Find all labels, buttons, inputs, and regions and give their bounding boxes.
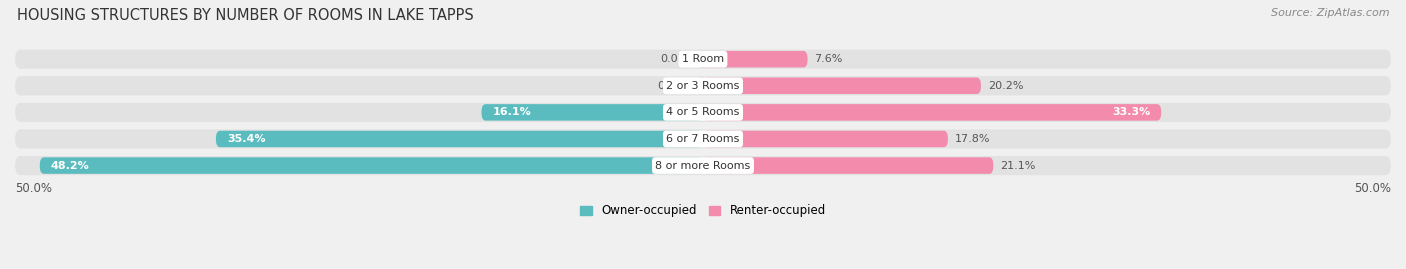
- Legend: Owner-occupied, Renter-occupied: Owner-occupied, Renter-occupied: [575, 200, 831, 222]
- Text: 8 or more Rooms: 8 or more Rooms: [655, 161, 751, 171]
- FancyBboxPatch shape: [703, 77, 981, 94]
- FancyBboxPatch shape: [703, 51, 807, 68]
- FancyBboxPatch shape: [15, 129, 1391, 148]
- FancyBboxPatch shape: [39, 157, 703, 174]
- Text: 20.2%: 20.2%: [988, 81, 1024, 91]
- Text: 0.25%: 0.25%: [657, 81, 693, 91]
- Text: 48.2%: 48.2%: [51, 161, 90, 171]
- FancyBboxPatch shape: [703, 131, 948, 147]
- Text: 21.1%: 21.1%: [1000, 161, 1036, 171]
- Text: 17.8%: 17.8%: [955, 134, 990, 144]
- Text: 35.4%: 35.4%: [226, 134, 266, 144]
- Text: 4 or 5 Rooms: 4 or 5 Rooms: [666, 107, 740, 117]
- Text: 1 Room: 1 Room: [682, 54, 724, 64]
- Text: 6 or 7 Rooms: 6 or 7 Rooms: [666, 134, 740, 144]
- Text: 50.0%: 50.0%: [15, 182, 52, 195]
- Text: 2 or 3 Rooms: 2 or 3 Rooms: [666, 81, 740, 91]
- Text: HOUSING STRUCTURES BY NUMBER OF ROOMS IN LAKE TAPPS: HOUSING STRUCTURES BY NUMBER OF ROOMS IN…: [17, 8, 474, 23]
- FancyBboxPatch shape: [699, 51, 706, 68]
- FancyBboxPatch shape: [703, 104, 1161, 121]
- Text: 7.6%: 7.6%: [814, 54, 842, 64]
- Text: 50.0%: 50.0%: [1354, 182, 1391, 195]
- Text: 33.3%: 33.3%: [1112, 107, 1150, 117]
- FancyBboxPatch shape: [15, 49, 1391, 69]
- FancyBboxPatch shape: [15, 103, 1391, 122]
- Text: Source: ZipAtlas.com: Source: ZipAtlas.com: [1271, 8, 1389, 18]
- Text: 16.1%: 16.1%: [492, 107, 531, 117]
- FancyBboxPatch shape: [699, 77, 703, 94]
- FancyBboxPatch shape: [15, 156, 1391, 175]
- FancyBboxPatch shape: [703, 157, 993, 174]
- FancyBboxPatch shape: [217, 131, 703, 147]
- Text: 0.07%: 0.07%: [659, 54, 695, 64]
- FancyBboxPatch shape: [481, 104, 703, 121]
- FancyBboxPatch shape: [15, 76, 1391, 95]
